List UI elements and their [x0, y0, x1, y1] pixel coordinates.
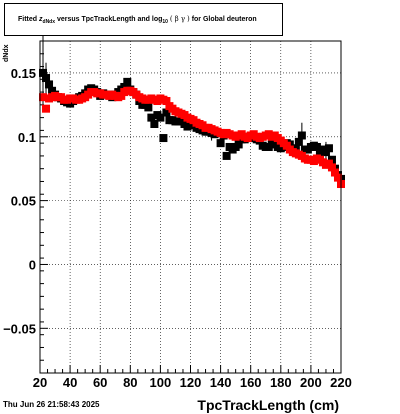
- series-0: [39, 34, 345, 183]
- data-point: [162, 97, 171, 106]
- series-1: [39, 86, 345, 189]
- data-point: [234, 140, 243, 149]
- x-tick-label: 220: [330, 375, 352, 390]
- data-point: [312, 142, 321, 151]
- data-point: [330, 168, 339, 177]
- x-tick-label: 60: [93, 375, 107, 390]
- y-tick-label: 0.15: [11, 66, 36, 81]
- data-point: [156, 113, 165, 122]
- data-marks: [39, 34, 345, 189]
- data-point: [222, 151, 231, 160]
- data-point: [297, 131, 306, 140]
- data-point: [123, 77, 132, 86]
- data-point: [39, 68, 48, 77]
- chart-title: Fitted zdNdx versus TpcTrackLength and l…: [18, 15, 257, 25]
- x-tick-label: 140: [210, 375, 232, 390]
- x-tick-label: 180: [270, 375, 292, 390]
- y-axis-label: dNdx: [3, 44, 10, 63]
- title-paren-open: (: [169, 15, 173, 23]
- data-point: [144, 103, 153, 112]
- title-var-sub: dNdx: [42, 19, 56, 25]
- data-point: [294, 137, 303, 146]
- x-tick-label: 200: [300, 375, 322, 390]
- title-prefix: Fitted: [18, 16, 38, 23]
- data-point: [150, 120, 159, 128]
- data-point: [162, 108, 171, 117]
- plot-frame: [39, 40, 342, 374]
- data-point: [39, 93, 48, 102]
- y-tick-label: 0.1: [18, 130, 36, 145]
- data-point: [324, 144, 333, 153]
- x-tick-label: 40: [63, 375, 77, 390]
- data-point: [333, 173, 342, 182]
- title-var: z: [39, 16, 43, 23]
- data-point: [327, 163, 336, 172]
- data-point: [42, 104, 51, 113]
- data-point: [159, 134, 168, 143]
- axis-ticks: [39, 40, 342, 374]
- title-suffix: for Global deuteron: [191, 16, 257, 23]
- x-tick-label: 120: [180, 375, 202, 390]
- footer-date: Thu Jun 26 21:58:43 2025: [3, 400, 100, 409]
- title-box: Fitted zdNdx versus TpcTrackLength and l…: [4, 3, 283, 36]
- data-point: [42, 74, 51, 83]
- x-tick-label: 100: [150, 375, 172, 390]
- x-tick-label: 80: [123, 375, 137, 390]
- x-axis-title: TpcTrackLength (cm): [197, 397, 339, 413]
- title-log-sub: 10: [162, 19, 168, 25]
- tick-labels: 20 40 60 80 100 120 140 160 180 200 220 −0.05 0 0.05 0…: [3, 66, 352, 390]
- title-beta-gamma: β γ: [174, 15, 186, 23]
- y-tick-label: −0.05: [3, 321, 36, 336]
- x-tick-label: 160: [240, 375, 262, 390]
- title-middle: versus TpcTrackLength and log: [56, 16, 163, 23]
- title-paren-close: ): [187, 15, 190, 23]
- grid: [39, 41, 342, 373]
- x-tick-label: 20: [33, 375, 47, 390]
- data-point: [216, 139, 225, 148]
- y-tick-label: 0.05: [11, 194, 36, 209]
- y-tick-label: 0: [29, 257, 36, 272]
- data-point: [147, 113, 156, 122]
- data-point: [45, 80, 54, 89]
